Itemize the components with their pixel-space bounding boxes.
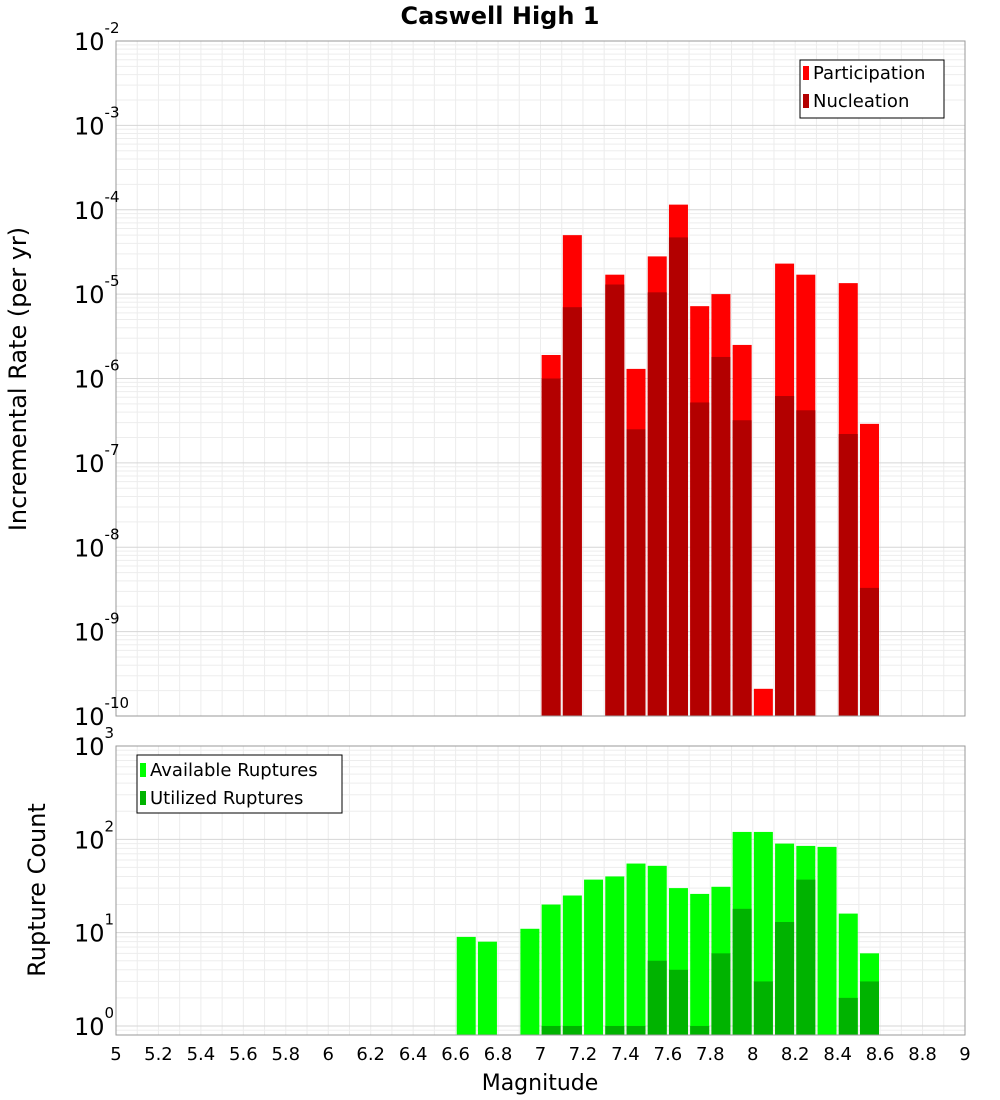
count-legend: Available Ruptures Utilized Ruptures <box>136 754 343 814</box>
x-tick-label: 8.2 <box>781 1044 810 1065</box>
y-tick-label: 10-5 <box>74 272 120 309</box>
nucleation-bar <box>562 307 582 716</box>
available-ruptures-bar <box>605 876 625 1035</box>
utilized-ruptures-bar <box>838 997 858 1035</box>
utilized-ruptures-bar <box>711 953 731 1035</box>
utilized-ruptures-bar <box>753 981 773 1035</box>
x-tick-label: 7.8 <box>696 1044 725 1065</box>
nucleation-legend-label: Nucleation <box>813 91 909 112</box>
available-ruptures-bar <box>520 928 540 1035</box>
available-legend-swatch <box>140 763 146 777</box>
nucleation-bar <box>647 292 667 716</box>
y-tick-label: 100 <box>74 1004 114 1041</box>
nucleation-bar <box>838 433 858 716</box>
x-tick-label: 5.6 <box>229 1044 258 1065</box>
utilized-ruptures-bar <box>775 922 795 1035</box>
y-tick-label: 10-9 <box>74 610 120 647</box>
x-tick-label: 6.2 <box>356 1044 385 1065</box>
utilized-ruptures-bar <box>626 1025 646 1035</box>
nucleation-bar <box>690 402 710 716</box>
rate-legend: Participation Nucleation <box>799 59 945 119</box>
x-tick-label: 5.2 <box>144 1044 173 1065</box>
rate-bars <box>541 204 879 717</box>
y-tick-label: 101 <box>74 911 114 948</box>
x-axis-label: Magnitude <box>482 1071 599 1096</box>
x-tick-label: 8.4 <box>823 1044 852 1065</box>
nucleation-bar <box>732 420 752 716</box>
x-tick-label: 8.8 <box>908 1044 937 1065</box>
x-tick-label: 8 <box>747 1044 758 1065</box>
available-ruptures-bar <box>477 941 497 1035</box>
x-tick-label: 5.4 <box>187 1044 216 1065</box>
x-tick-label: 6.6 <box>441 1044 470 1065</box>
nucleation-bar <box>541 378 561 716</box>
x-tick-label: 6.4 <box>399 1044 428 1065</box>
x-tick-label: 7.2 <box>569 1044 598 1065</box>
rate-gridlines <box>115 40 966 717</box>
available-ruptures-bar <box>626 863 646 1035</box>
nucleation-bar <box>859 587 879 716</box>
nucleation-bar <box>775 396 795 716</box>
utilized-ruptures-bar <box>859 981 879 1035</box>
y-tick-label: 10-6 <box>74 357 120 394</box>
count-y-axis-label: Rupture Count <box>23 803 51 977</box>
rate-plot-border <box>115 40 966 717</box>
utilized-ruptures-bar <box>562 1025 582 1035</box>
x-tick-label: 6.8 <box>484 1044 513 1065</box>
utilized-legend-label: Utilized Ruptures <box>150 788 303 809</box>
y-tick-label: 102 <box>74 817 114 854</box>
nucleation-bar <box>796 410 816 716</box>
count-legend-box <box>136 754 343 814</box>
x-tick-label: 7 <box>535 1044 546 1065</box>
utilized-ruptures-bar <box>668 969 688 1035</box>
chart-title: Caswell High 1 <box>401 2 600 30</box>
x-tick-label: 5.8 <box>271 1044 300 1065</box>
x-tick-labels: 5 5.2 5.4 5.6 5.8 6 6.2 6.4 6.6 6.8 7 7.2 7.4 7.6 7.8 8… <box>110 1044 970 1065</box>
count-bars <box>456 831 879 1035</box>
available-ruptures-bar <box>690 893 710 1035</box>
available-ruptures-bar <box>562 895 582 1035</box>
x-tick-label: 5 <box>110 1044 121 1065</box>
utilized-ruptures-bar <box>732 908 752 1035</box>
nucleation-legend-swatch <box>803 94 809 108</box>
rate-y-axis-label: Incremental Rate (per yr) <box>4 227 32 531</box>
y-tick-label: 10-4 <box>74 188 120 225</box>
x-tick-label: 7.6 <box>654 1044 683 1065</box>
available-ruptures-bar <box>584 879 604 1035</box>
x-tick-label: 6 <box>323 1044 334 1065</box>
y-tick-label: 10-2 <box>74 19 120 56</box>
available-ruptures-bar <box>456 936 476 1035</box>
y-tick-label: 10-7 <box>74 441 120 478</box>
utilized-ruptures-bar <box>796 879 816 1035</box>
available-ruptures-bar <box>541 904 561 1035</box>
x-tick-label: 7.4 <box>611 1044 640 1065</box>
rate-legend-box <box>799 59 945 119</box>
participation-legend-swatch <box>803 66 809 80</box>
y-tick-label: 10-3 <box>74 103 120 140</box>
nucleation-bar <box>668 237 688 716</box>
nucleation-bar <box>605 284 625 716</box>
utilized-ruptures-bar <box>541 1025 561 1035</box>
y-tick-label: 10-8 <box>74 525 120 562</box>
utilized-ruptures-bar <box>690 1025 710 1035</box>
utilized-ruptures-bar <box>605 1025 625 1035</box>
nucleation-bar <box>626 429 646 716</box>
utilized-legend-swatch <box>140 791 146 805</box>
available-legend-label: Available Ruptures <box>150 760 318 781</box>
count-plot-border <box>115 745 966 1036</box>
participation-legend-label: Participation <box>813 63 925 84</box>
participation-bar <box>753 688 773 716</box>
x-tick-label: 8.6 <box>866 1044 895 1065</box>
utilized-ruptures-bar <box>647 960 667 1035</box>
available-ruptures-bar <box>817 846 837 1035</box>
nucleation-bar <box>711 356 731 716</box>
x-tick-label: 9 <box>959 1044 970 1065</box>
